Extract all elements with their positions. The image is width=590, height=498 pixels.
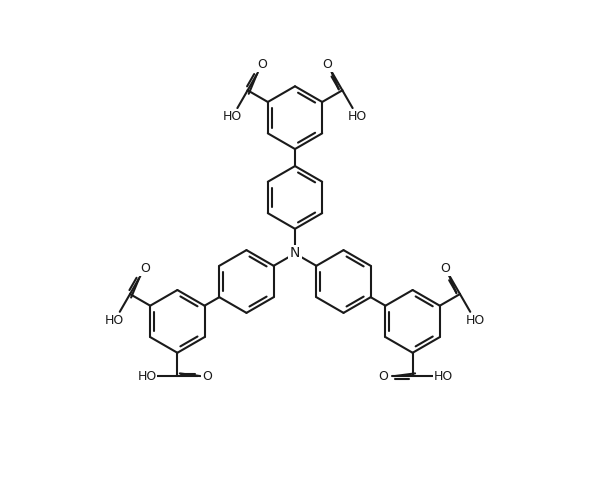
Text: O: O (257, 58, 267, 71)
Text: N: N (290, 247, 300, 260)
Text: HO: HO (137, 370, 156, 382)
Text: O: O (140, 262, 150, 275)
Text: O: O (202, 370, 212, 382)
Text: HO: HO (105, 314, 124, 327)
Text: HO: HO (466, 314, 485, 327)
Text: O: O (440, 262, 450, 275)
Text: HO: HO (223, 110, 242, 123)
Text: O: O (378, 370, 388, 382)
Text: HO: HO (434, 370, 453, 382)
Text: HO: HO (348, 110, 367, 123)
Text: O: O (323, 58, 333, 71)
